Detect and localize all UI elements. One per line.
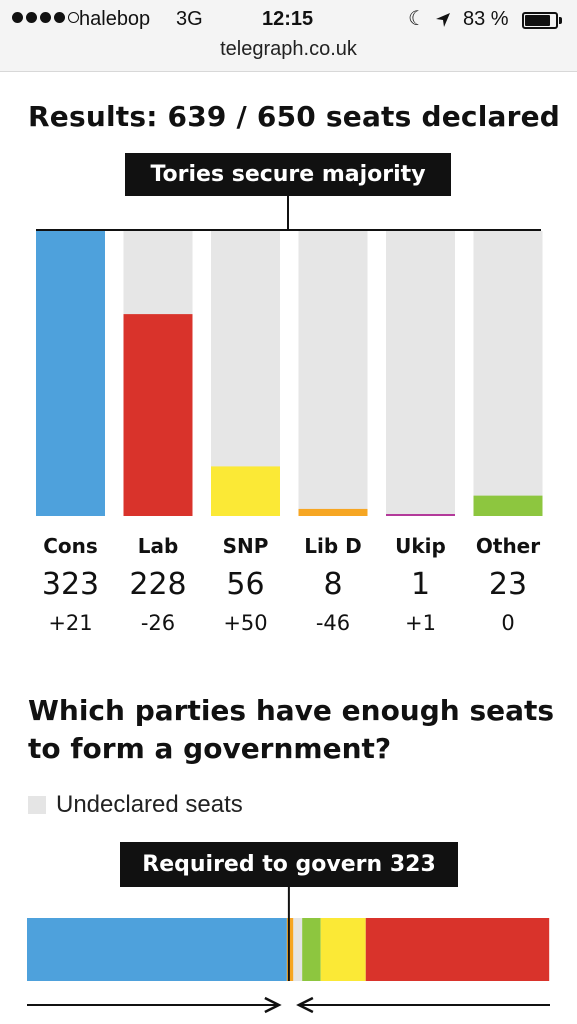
- party-label-ukip: Ukip: [395, 534, 446, 558]
- seats-bar-chart: Cons 323 +21 Lab 228 -26 SNP 56 +50 Lib D 8 -46 Ukip…: [36, 196, 543, 635]
- bar-track-lib-d: [298, 231, 368, 516]
- segment-snp: [320, 918, 366, 981]
- battery-nub: [559, 17, 562, 24]
- required-callout: Required to govern 323: [120, 842, 458, 887]
- carrier-name: halebop: [79, 8, 151, 30]
- seats-value-lab: 228: [129, 567, 186, 602]
- right-arrowhead-icon: [296, 996, 314, 1014]
- signal-dot: [12, 12, 23, 23]
- results-title: Results: 639 / 650 seats declared: [28, 100, 561, 133]
- battery-percentage: 83 %: [463, 8, 509, 30]
- seats-value-ukip: 1: [411, 567, 430, 602]
- moon-icon: ☾: [408, 8, 426, 30]
- party-label-cons: Cons: [43, 534, 98, 558]
- signal-dot: [54, 12, 65, 23]
- network-type: 3G: [176, 8, 203, 30]
- segment-cons: [27, 918, 287, 981]
- majority-callout: Tories secure majority: [125, 153, 451, 196]
- segment-undeclared: [293, 918, 303, 981]
- bar-snp: [211, 466, 280, 516]
- government-question: Which parties have enough seats to form …: [28, 694, 555, 765]
- segment-other: [302, 918, 321, 981]
- bar-track-ukip: [386, 231, 455, 516]
- seats-change-ukip: +1: [405, 611, 436, 635]
- government-stacked-bar: [27, 885, 550, 1014]
- seats-value-cons: 323: [42, 567, 99, 602]
- battery-icon: [522, 12, 558, 29]
- seats-change-cons: +21: [48, 611, 92, 635]
- party-label-other: Other: [476, 534, 540, 558]
- bar-cons: [36, 231, 105, 516]
- seats-change-other: 0: [501, 611, 514, 635]
- url-bar[interactable]: telegraph.co.uk: [220, 38, 357, 60]
- signal-dot: [26, 12, 37, 23]
- signal-dot: [68, 12, 79, 23]
- bar-ukip: [386, 514, 455, 516]
- status-bar: halebop 3G 12:15 ☾ 83 % telegraph.co.uk: [0, 0, 577, 72]
- seats-value-lib-d: 8: [323, 567, 342, 602]
- bar-lab: [123, 314, 193, 516]
- seats-value-snp: 56: [226, 567, 264, 602]
- left-arrowhead-icon: [264, 996, 282, 1014]
- location-arrow-icon: [436, 13, 450, 27]
- bar-lib-d: [298, 508, 368, 516]
- signal-dot: [40, 12, 51, 23]
- seats-change-snp: +50: [223, 611, 267, 635]
- party-label-lab: Lab: [138, 534, 179, 558]
- legend-label: Undeclared seats: [56, 791, 243, 818]
- segment-lib-d: [286, 918, 294, 981]
- segment-lab: [365, 918, 550, 981]
- bar-other: [473, 495, 543, 516]
- clock: 12:15: [262, 8, 314, 30]
- party-label-snp: SNP: [223, 534, 269, 558]
- seats-value-other: 23: [489, 567, 527, 602]
- seats-change-lab: -26: [141, 611, 175, 635]
- signal-strength-icon: [12, 12, 79, 26]
- undeclared-swatch: [28, 796, 46, 814]
- party-label-lib-d: Lib D: [304, 534, 361, 558]
- seats-change-lib-d: -46: [316, 611, 350, 635]
- bar-track-other: [473, 231, 543, 516]
- legend: Undeclared seats: [28, 790, 243, 820]
